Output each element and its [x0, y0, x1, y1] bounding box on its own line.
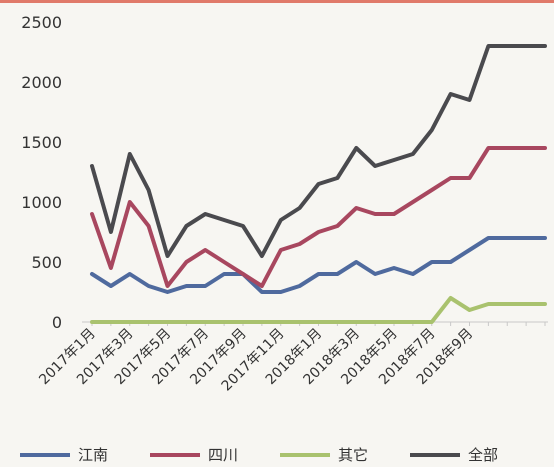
legend-label-0: 江南	[78, 446, 108, 464]
x-axis: 2017年1月2017年3月2017年5月2017年7月2017年9月2017年…	[36, 321, 548, 394]
top-border-line	[0, 0, 554, 3]
y-tick-label: 1500	[21, 133, 62, 152]
series-line-2	[90, 296, 547, 324]
y-tick-label: 1000	[21, 193, 62, 212]
legend-label-2: 其它	[338, 446, 368, 464]
series-layer	[90, 44, 547, 324]
y-axis: 0 500 1000 1500 2000 2500	[21, 13, 62, 332]
y-tick-label: 500	[31, 253, 62, 272]
y-tick-label: 2000	[21, 73, 62, 92]
legend-label-3: 全部	[468, 446, 498, 464]
y-tick-label: 2500	[21, 13, 62, 32]
series-line-3	[90, 44, 547, 258]
series-line-1	[90, 146, 547, 288]
y-tick-label: 0	[52, 313, 62, 332]
legend: 江南 四川 其它 全部	[20, 446, 498, 464]
legend-label-1: 四川	[208, 446, 238, 464]
series-line-0	[90, 236, 547, 294]
